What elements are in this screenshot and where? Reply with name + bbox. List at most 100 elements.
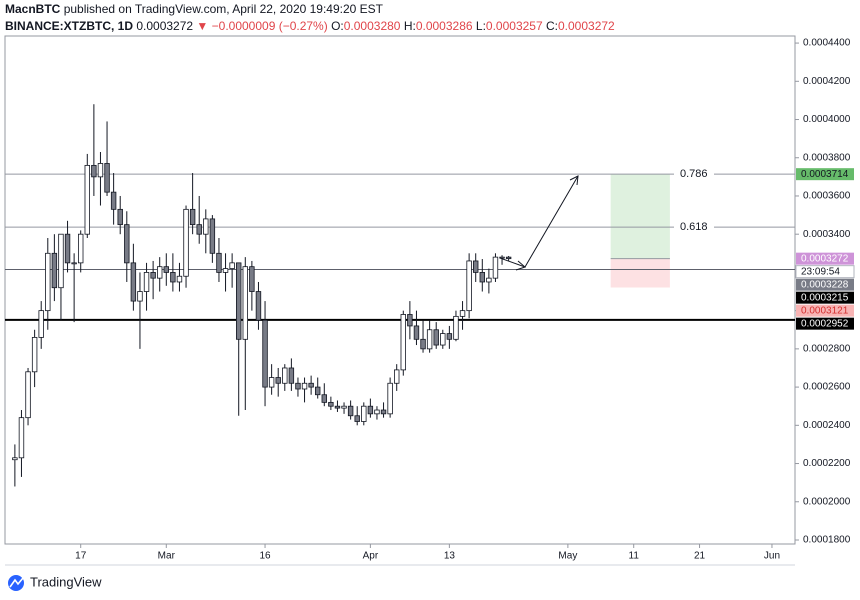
candle-body — [308, 382, 314, 388]
candle-body — [275, 377, 281, 384]
candle-body — [78, 233, 84, 264]
candle-body — [380, 409, 387, 415]
candle-body — [433, 329, 439, 346]
plot-frame — [4, 35, 796, 545]
y-tick-label: 0.0002000 — [803, 496, 851, 507]
price-label: 0.0003714 — [801, 169, 849, 180]
price-label-box — [796, 291, 854, 304]
candle-body — [249, 266, 255, 292]
symbol: BINANCE:XTZBTC, 1D — [5, 19, 133, 33]
candle-body — [479, 272, 485, 283]
candle-body — [486, 277, 492, 283]
candle-body — [268, 377, 275, 388]
profit-zone — [610, 174, 670, 259]
candle-body — [446, 333, 453, 340]
candle-body — [394, 369, 400, 384]
candle-body — [183, 208, 189, 277]
candle-body — [189, 208, 196, 226]
header-line: MacnBTC published on TradingView.com, Ap… — [5, 2, 384, 16]
x-tick-label: 17 — [75, 551, 87, 562]
candle-body — [374, 409, 380, 415]
candle-body — [426, 329, 433, 350]
o-label: O: — [331, 19, 344, 33]
candle-body — [157, 266, 163, 279]
x-tick-label: 11 — [629, 551, 640, 562]
price-label-box — [796, 304, 854, 317]
x-tick-label: 21 — [694, 551, 706, 562]
candle-body — [347, 405, 354, 417]
logo-icon — [8, 575, 24, 591]
candle-body — [38, 310, 44, 338]
candle-body — [407, 314, 413, 327]
c-label: C: — [546, 19, 558, 33]
candle-body — [440, 333, 446, 346]
candle-body — [25, 371, 31, 419]
candle-body — [222, 268, 229, 273]
candle-body — [505, 256, 512, 260]
candle-body — [387, 382, 393, 415]
x-tick-label: May — [558, 551, 577, 562]
price-label-box — [796, 168, 854, 181]
open-value: 0.0003280 — [344, 19, 401, 33]
candle-body — [367, 405, 374, 415]
candle-body — [413, 325, 420, 340]
x-tick-label: Apr — [363, 551, 379, 562]
level-label: 0.618 — [680, 221, 708, 233]
candle-body — [143, 272, 150, 292]
candle-body — [45, 252, 51, 312]
candle-body — [51, 252, 58, 289]
candle-body — [209, 218, 216, 254]
candle-body — [150, 272, 156, 279]
y-tick-label: 0.0003400 — [803, 229, 851, 240]
candle-body — [420, 338, 426, 350]
arrow-head — [569, 175, 579, 186]
candle-body — [361, 405, 367, 422]
y-tick-label: 0.0004200 — [803, 76, 851, 87]
candle-body — [328, 401, 334, 407]
symbol-line: BINANCE:XTZBTC, 1D 0.0003272 ▼ −0.000000… — [5, 19, 615, 33]
price-label-box — [795, 265, 855, 279]
logo-mark — [9, 577, 24, 588]
price-label-box — [796, 278, 854, 291]
candle-body — [334, 405, 341, 409]
x-tick-label: Mar — [158, 551, 176, 562]
loss-zone — [610, 258, 670, 288]
candle-body — [124, 224, 130, 264]
y-tick-label: 0.0004000 — [803, 114, 851, 125]
candle-body — [110, 191, 117, 210]
candle-body — [203, 218, 209, 235]
y-tick-label: 0.0002800 — [803, 344, 851, 355]
candle-body — [236, 262, 242, 340]
price-label-box — [796, 252, 854, 265]
published: published on TradingView.com, April 22, … — [64, 2, 384, 16]
arrow-head-small — [515, 260, 526, 271]
candle-body — [341, 405, 347, 409]
drawing-arrows — [499, 175, 579, 271]
candle-body — [117, 208, 123, 226]
candle-body — [12, 457, 18, 461]
projection-arrow — [499, 175, 579, 268]
y-tick-label: 0.0003600 — [803, 191, 851, 202]
y-tick-label: 0.0001800 — [803, 535, 851, 546]
y-tick-label: 0.0002200 — [803, 458, 851, 469]
price-label: 0.0003121 — [801, 305, 849, 316]
price-label: 23:09:54 — [801, 266, 840, 277]
price-label-box — [796, 317, 854, 330]
candle-body — [84, 164, 90, 235]
high-value: 0.0003286 — [416, 19, 473, 33]
candle-body — [104, 163, 110, 193]
x-tick-label: Jun — [764, 551, 780, 562]
candle-body — [354, 415, 360, 422]
level-label: 0.786 — [680, 168, 708, 180]
candle-body — [466, 260, 472, 312]
candle-body — [196, 224, 202, 235]
candle-body — [499, 256, 505, 259]
l-label: L: — [476, 19, 486, 33]
candle-body — [473, 260, 479, 273]
price-label: 0.0002952 — [801, 318, 849, 329]
candle-body — [170, 272, 176, 283]
x-tick-label: 13 — [444, 551, 456, 562]
candle-body — [229, 262, 235, 269]
y-tick-label: 0.0002600 — [803, 382, 851, 393]
